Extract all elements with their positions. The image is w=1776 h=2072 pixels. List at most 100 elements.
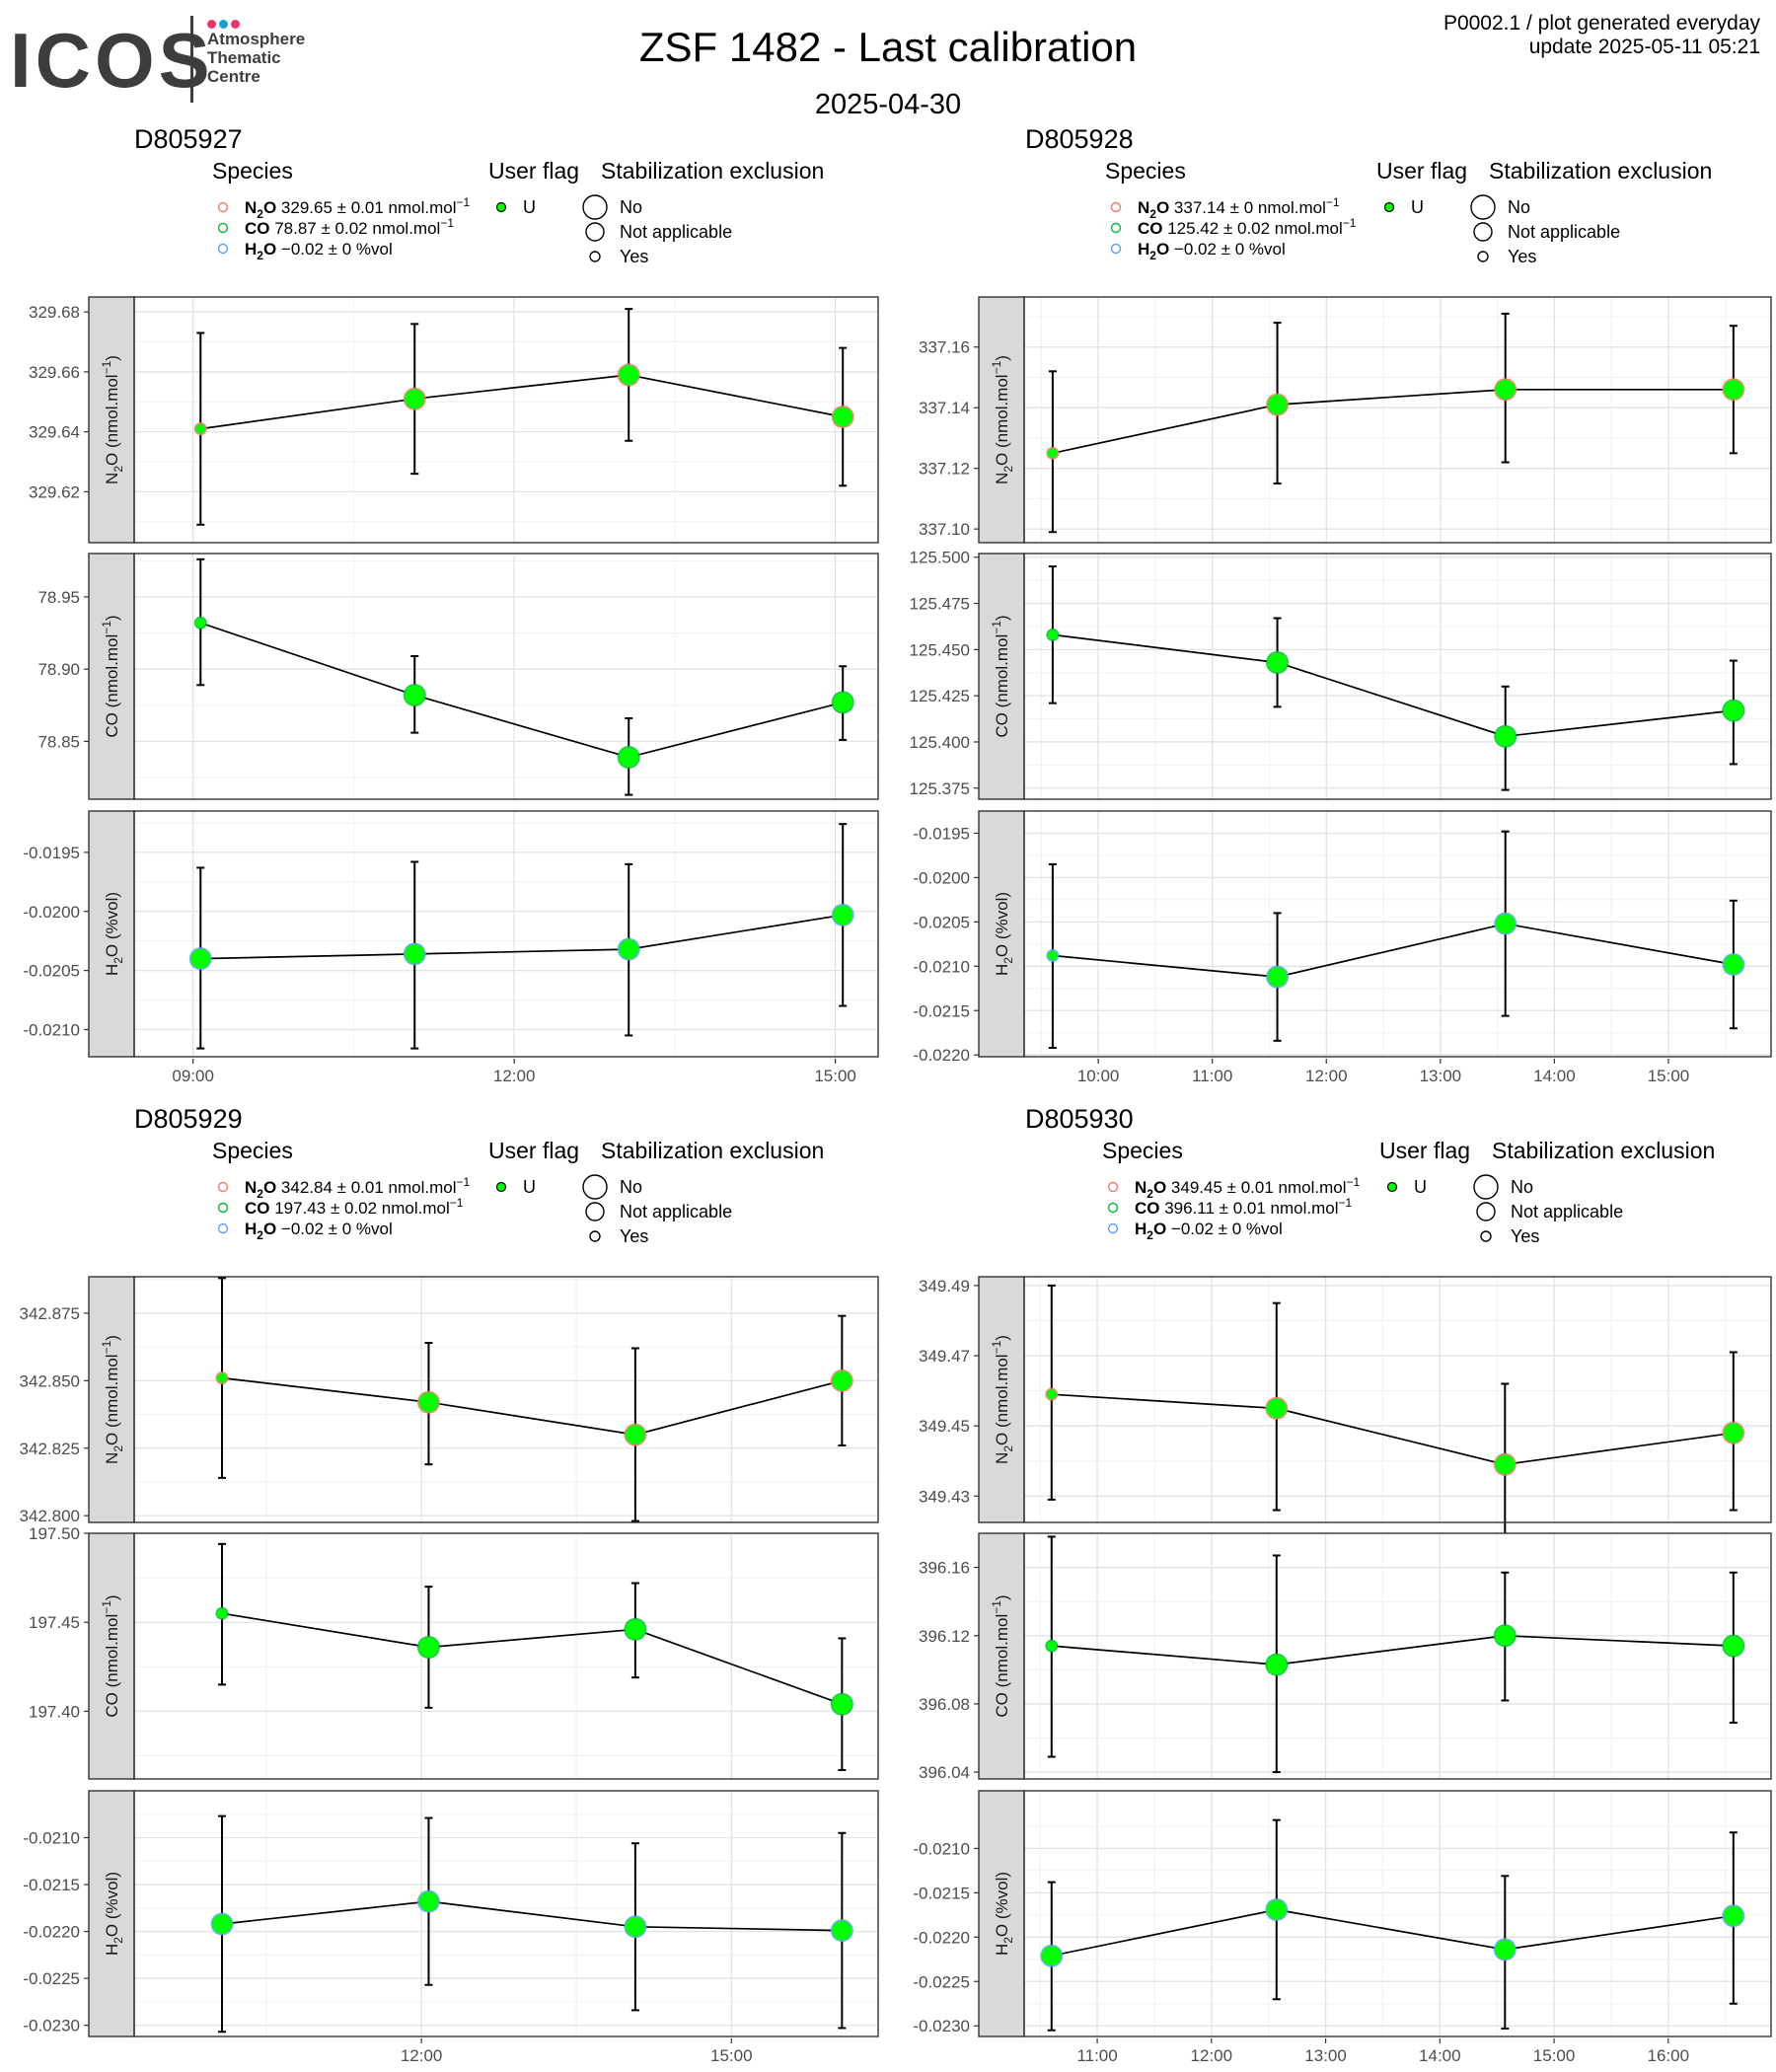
y-tick-label: -0.0195 (913, 824, 970, 843)
legend-stab-label: Not applicable (1508, 222, 1620, 242)
ylabel-superscript: −1 (990, 621, 1003, 634)
legend-stab-label: No (620, 1177, 642, 1197)
data-point (1495, 379, 1516, 400)
legend-species-key (1107, 1222, 1119, 1234)
ylabel-text: N (103, 473, 121, 484)
chart-title: D805928 (1025, 124, 1134, 154)
legend-stab-label: No (1511, 1177, 1533, 1197)
legend-title-species: Species (1102, 1138, 1183, 1163)
ylabel-superscript: −1 (990, 360, 1003, 374)
panel-border (1023, 1790, 1772, 2037)
data-point (1041, 1946, 1062, 1966)
x-tick-label: 13:00 (1420, 1067, 1462, 1085)
ylabel-text: CO (nmol.mol (993, 634, 1011, 738)
y-tick-label: -0.0220 (913, 1928, 970, 1947)
data-point (1495, 1625, 1516, 1646)
legend-species-key (1110, 222, 1122, 234)
ylabel-text: N (103, 1452, 121, 1464)
legend-species-value: 78.87 ± 0.02 nmol.mol (270, 219, 441, 238)
panel-strip-label: H2O (%vol) (993, 1872, 1015, 1956)
legend-species-symbol: O (1153, 1220, 1166, 1238)
ylabel-subscript: 2 (1001, 1937, 1015, 1944)
legend-species-key (217, 243, 229, 255)
legend-species-key (1110, 201, 1122, 213)
ylabel-superscript: −1 (100, 621, 113, 634)
panel-h2o: -0.0210 -0.0205 -0.0200 -0.0195 H2O (%vol) (23, 810, 879, 1058)
chart-legend: Species User flag Stabilization exclusion N… (212, 158, 824, 266)
legend-flag-label: U (1414, 1177, 1427, 1197)
x-tick-label: 12:00 (493, 1067, 536, 1085)
series-line (200, 914, 844, 960)
ylabel-subscript: 2 (1001, 957, 1015, 964)
panel-strip (88, 296, 135, 544)
legend-title-stabilization: Stabilization exclusion (601, 1138, 824, 1163)
legend-flag-label: U (1411, 197, 1424, 217)
y-tick-label: 396.12 (919, 1627, 970, 1646)
legend-stab-key (585, 222, 605, 242)
legend-species-subscript: 2 (257, 1228, 263, 1242)
data-point (418, 1637, 439, 1658)
y-tick-label: 197.50 (29, 1524, 80, 1543)
data-point (1723, 1423, 1743, 1443)
panel-background (1024, 1791, 1771, 2036)
legend-stab-label: Not applicable (620, 222, 732, 242)
y-tick-label: -0.0210 (23, 1829, 80, 1848)
series-line (1051, 1908, 1734, 1958)
chart-title: D805927 (134, 124, 243, 154)
data-point (405, 685, 425, 705)
legend-stab-label: Yes (1508, 247, 1536, 266)
panel-strip-label: N2O (nmol.mol−1) (100, 1335, 125, 1464)
y-tick-label: -0.0210 (913, 957, 970, 976)
x-tick-label: 15:00 (1533, 2046, 1576, 2065)
y-tick-label: 329.62 (29, 482, 80, 501)
data-point (832, 1920, 852, 1941)
x-tick-label: 13:00 (1304, 2046, 1347, 2065)
legend-species-subscript: 2 (1149, 207, 1156, 221)
legend-species-key (217, 1181, 229, 1193)
legend-species-entry: CO 396.11 ± 0.01 nmol.mol−1 (1135, 1196, 1353, 1218)
legend-species-entry: H2O −0.02 ± 0 %vol (1135, 1220, 1283, 1242)
ylabel-text: H (993, 964, 1011, 976)
legend-species-symbol: O (1153, 1178, 1166, 1197)
y-tick-label: -0.0215 (913, 1001, 970, 1020)
legend-flag-label: U (523, 197, 536, 217)
legend-stab-label: Not applicable (1511, 1202, 1623, 1221)
data-point (1047, 448, 1058, 459)
ylabel-text: CO (nmol.mol (993, 1614, 1011, 1718)
panel-strip (978, 1276, 1025, 1523)
data-point (1047, 629, 1058, 640)
data-point (1495, 1939, 1516, 1960)
data-point (619, 939, 639, 960)
data-point (405, 389, 425, 409)
legend-species-value: 337.14 ± 0 nmol.mol (1169, 198, 1326, 217)
panel-strip-label: N2O (nmol.mol−1) (990, 355, 1015, 484)
legend-species-key (217, 222, 229, 234)
legend-species-superscript: −1 (1343, 216, 1357, 230)
data-point (1723, 954, 1743, 975)
x-tick-label: 16:00 (1648, 2046, 1690, 2065)
ylabel-subscript: 2 (111, 1445, 125, 1452)
panel-border (133, 1532, 879, 1780)
y-tick-label: 342.825 (20, 1440, 80, 1458)
chart-legend: Species User flag Stabilization exclusion N… (212, 1138, 824, 1246)
panel-background (1024, 1533, 1771, 1779)
y-tick-label: -0.0225 (913, 1972, 970, 1991)
ylabel-subscript: 2 (111, 1937, 125, 1944)
legend-stab-label: No (620, 197, 642, 217)
ylabel-text: O (nmol.mol (993, 1354, 1011, 1445)
panel-background (134, 1791, 878, 2036)
panel-strip (978, 810, 1025, 1058)
legend-species-symbol: O (263, 1220, 276, 1238)
legend-species-value: 349.45 ± 0.01 nmol.mol (1166, 1178, 1346, 1197)
series-line (221, 1376, 843, 1436)
data-point (1495, 914, 1516, 934)
data-point (833, 407, 853, 427)
legend-species-symbol: N (1138, 198, 1149, 217)
data-point (1723, 701, 1743, 721)
data-point (832, 1694, 852, 1715)
legend-species-entry: CO 197.43 ± 0.02 nmol.mol−1 (245, 1196, 464, 1218)
panel-background (1024, 811, 1771, 1057)
data-point (1046, 1641, 1057, 1652)
y-tick-label: -0.0225 (23, 1969, 80, 1988)
y-tick-label: 396.08 (919, 1695, 970, 1714)
